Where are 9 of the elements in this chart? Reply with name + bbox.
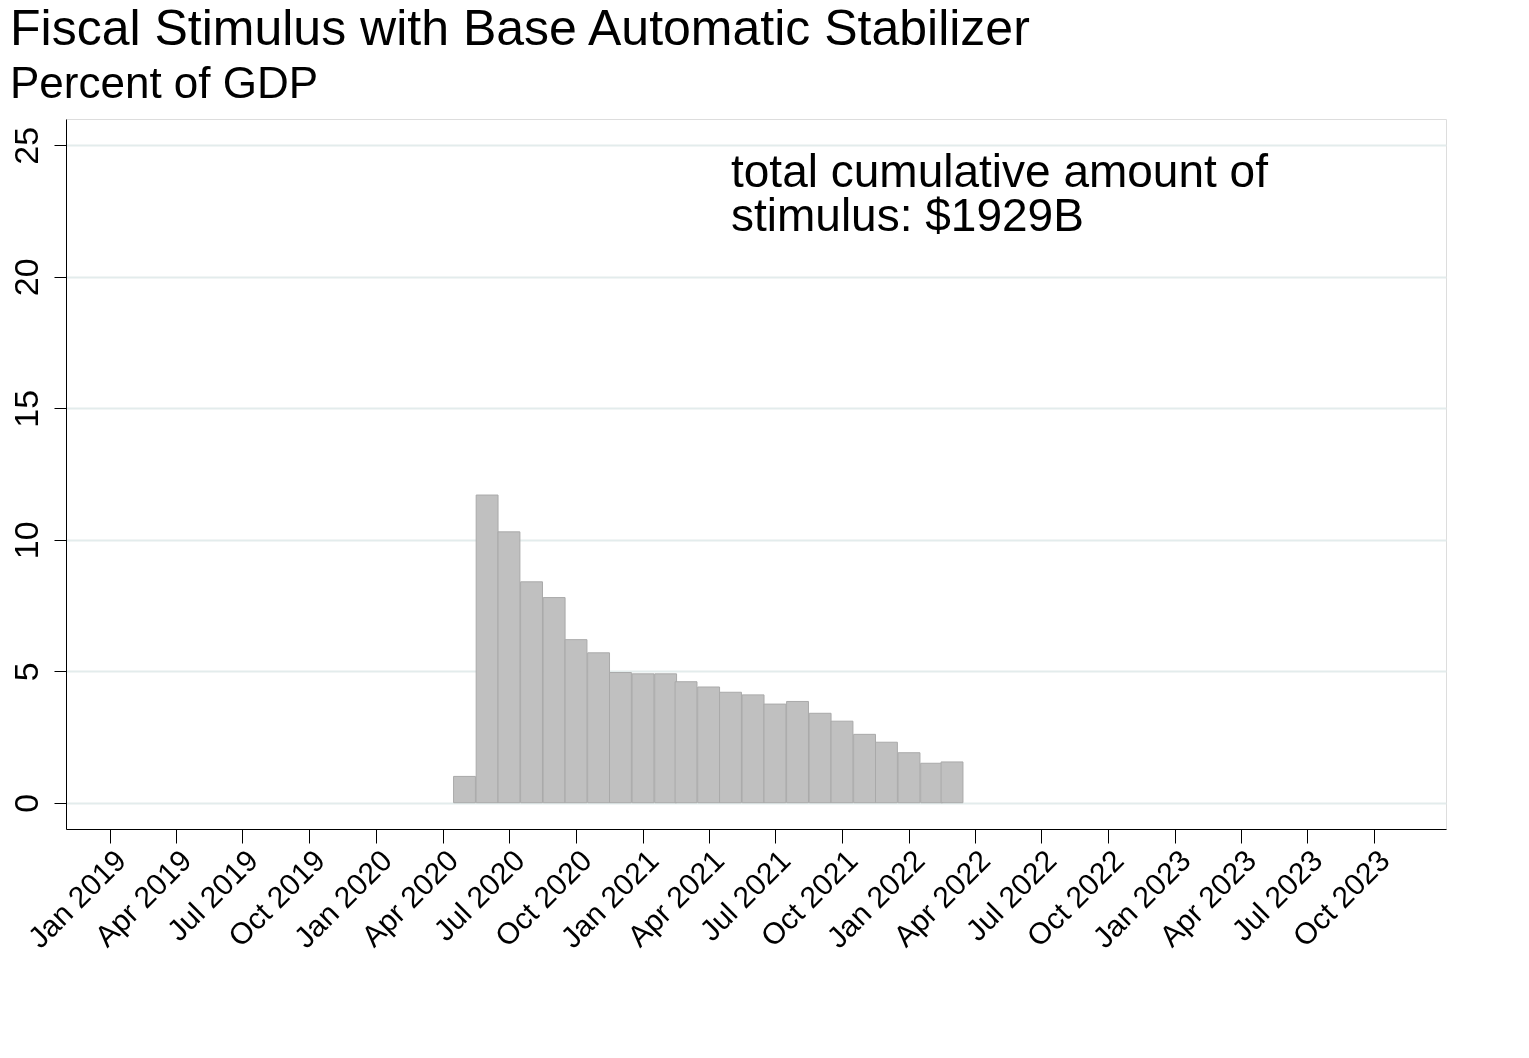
chart-title: Fiscal Stimulus with Base Automatic Stabilizer (10, 0, 1030, 56)
y-tick-label: 0 (6, 793, 45, 813)
y-tick-label: 10 (6, 521, 45, 560)
y-tick-label: 25 (6, 126, 45, 165)
y-tick-label: 5 (6, 662, 45, 682)
chart-subtitle: Percent of GDP (10, 58, 319, 107)
y-tick-label: 20 (6, 258, 45, 297)
annotation: total cumulative amount of stimulus: $1929B (731, 145, 1269, 241)
y-tick-label: 15 (6, 389, 45, 428)
